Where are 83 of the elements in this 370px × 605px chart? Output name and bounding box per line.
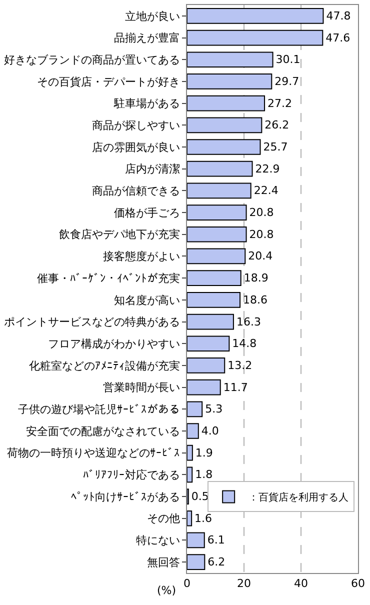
x-tick-label: 0: [184, 577, 190, 590]
text: 20.8: [249, 206, 274, 220]
bar: [187, 336, 230, 352]
y-tick-label: ﾊﾞﾘｱﾌﾘｰ対応である: [82, 468, 180, 482]
text: 18.9: [244, 272, 268, 285]
y-tick-label: 価格が手ごろ: [114, 206, 180, 220]
bar: [187, 510, 192, 526]
bar: [187, 379, 221, 396]
text: 1.9: [195, 446, 213, 460]
bar: [187, 466, 193, 483]
text: 20.8: [249, 228, 274, 241]
bar: [187, 8, 324, 24]
y-tick-label: ﾍﾟｯﾄ向けｻｰﾋﾞｽがある: [70, 490, 180, 504]
y-tick-label: 立地が良い: [124, 10, 180, 23]
text: 22.4: [254, 184, 278, 198]
y-tick-label: ポイントサービスなどの特典がある: [4, 316, 180, 329]
bar: [187, 74, 272, 90]
bar: [187, 532, 205, 548]
text: 4.0: [201, 424, 219, 438]
bar: [187, 270, 242, 286]
bar: [187, 423, 199, 439]
text: 13.2: [228, 358, 252, 372]
text: 6.1: [207, 534, 225, 547]
legend-label: ：百貨店を利用する人: [248, 492, 349, 504]
text: 25.7: [263, 140, 288, 154]
text: 0.5: [191, 490, 209, 504]
text: 27.2: [268, 96, 292, 110]
bar: [187, 292, 241, 308]
x-tick-label: 40: [294, 577, 308, 590]
text: 26.2: [264, 118, 290, 132]
bar: [187, 182, 252, 199]
x-tick-label: 60: [351, 577, 365, 590]
y-tick-label: 営業時間が長い: [102, 381, 180, 394]
y-tick-label: 荷物の一時預りや送迎などのｻｰﾋﾞｽ: [6, 446, 180, 460]
x-axis-title: (%): [157, 584, 176, 597]
bar: [187, 204, 247, 220]
y-tick-label: 商品が信頼できる: [92, 184, 180, 198]
y-tick-label: その百貨店・デパートが好き: [36, 75, 180, 88]
text: 1.6: [194, 512, 212, 525]
bar: [187, 226, 247, 242]
y-tick-label: 催事・ﾊﾞｰｹﾞﾝ・ｲﾍﾞﾝﾄが充実: [36, 272, 180, 285]
text: 20.4: [248, 250, 273, 263]
text: 11.7: [223, 380, 248, 394]
y-tick-label: 安全面での配慮がなされている: [26, 424, 180, 438]
text: 30.1: [276, 53, 300, 66]
y-tick-label: 飲食店やデパ地下が充実: [58, 228, 180, 242]
bar: [187, 30, 324, 46]
text: 14.8: [232, 337, 257, 350]
bar: [187, 444, 193, 461]
y-tick-label: 子供の遊び場や託児ｻｰﾋﾞｽがある: [18, 403, 180, 416]
bar: [187, 554, 206, 570]
text: 16.3: [236, 315, 261, 328]
text: 5.3: [205, 402, 223, 416]
text: 47.8: [326, 9, 351, 22]
text: 6.2: [208, 556, 226, 569]
y-tick-label: 店の雰囲気が良い: [92, 140, 180, 154]
x-tick-label: 20: [237, 577, 251, 590]
bar: [187, 95, 266, 112]
text: 1.8: [195, 468, 213, 482]
bar: [187, 248, 246, 264]
bar: [187, 117, 262, 134]
bar: [187, 401, 203, 418]
y-tick-label: 好きなブランドの商品が置いてある: [4, 53, 180, 66]
y-tick-label: フロア構成がわかりやすい: [48, 337, 180, 350]
bar: [187, 314, 234, 330]
bar: [187, 160, 253, 177]
y-tick-label: 品揃えが豊富: [114, 32, 180, 45]
y-tick-label: 無回答: [146, 556, 180, 569]
y-tick-label: その他: [146, 512, 180, 526]
y-tick-label: 店内が清潔: [124, 162, 180, 176]
y-tick-label: 商品が探しやすい: [92, 119, 180, 132]
y-tick-label: 知名度が高い: [114, 294, 180, 307]
bar: [187, 52, 274, 68]
text: 47.6: [326, 31, 350, 44]
y-tick-label: 接客態度がよい: [102, 250, 180, 264]
y-tick-label: 特にない: [136, 534, 180, 548]
text: 29.7: [274, 74, 300, 88]
text: 22.9: [255, 162, 280, 176]
text: 18.6: [243, 293, 268, 306]
y-tick-label: 化粧室などのｱﾒﾆﾃｨ設備が充実: [28, 359, 180, 372]
bar: [187, 358, 226, 374]
y-tick-label: 駐車場がある: [112, 97, 180, 110]
bar: [187, 139, 261, 155]
